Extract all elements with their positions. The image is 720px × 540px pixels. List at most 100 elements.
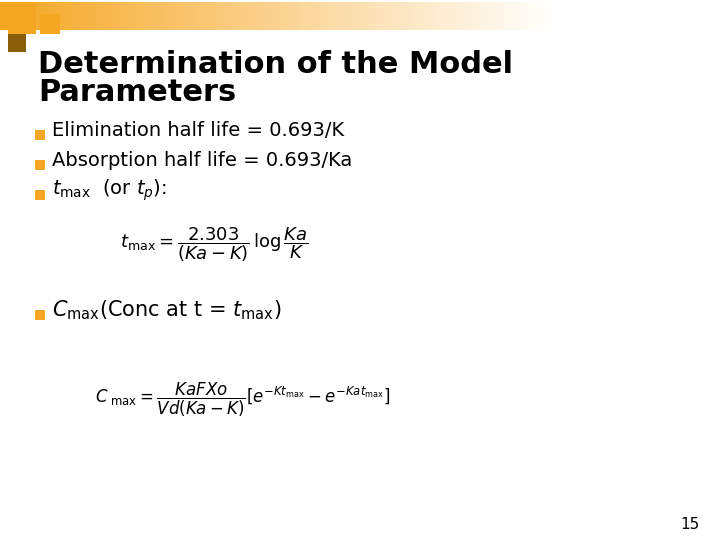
Bar: [137, 2, 141, 30]
Text: Absorption half life = 0.693/Ka: Absorption half life = 0.693/Ka: [52, 151, 352, 170]
Bar: [432, 2, 436, 30]
Bar: [522, 2, 526, 30]
Bar: [418, 2, 422, 30]
Bar: [4, 2, 8, 30]
Bar: [637, 2, 642, 30]
Bar: [263, 2, 267, 30]
Bar: [205, 2, 210, 30]
Bar: [35, 130, 45, 140]
Bar: [223, 2, 228, 30]
Bar: [612, 2, 616, 30]
Text: Determination of the Model: Determination of the Model: [38, 50, 513, 79]
Bar: [616, 2, 620, 30]
Bar: [526, 2, 530, 30]
Bar: [324, 2, 328, 30]
Bar: [382, 2, 386, 30]
Bar: [349, 2, 354, 30]
Text: $C_{\mathrm{\ max}} = \dfrac{KaFXo}{Vd(Ka-K)}\left[e^{-Kt_{\mathrm{max}}} - e^{-: $C_{\mathrm{\ max}} = \dfrac{KaFXo}{Vd(K…: [95, 381, 390, 419]
Bar: [35, 160, 45, 170]
Bar: [648, 2, 652, 30]
Bar: [234, 2, 238, 30]
Bar: [439, 2, 444, 30]
Bar: [673, 2, 678, 30]
Bar: [83, 2, 87, 30]
Bar: [90, 2, 94, 30]
Bar: [414, 2, 418, 30]
Text: $C_{\mathrm{max}}$(Conc at t = $t_{\mathrm{max}}$): $C_{\mathrm{max}}$(Conc at t = $t_{\math…: [52, 298, 282, 322]
Bar: [169, 2, 174, 30]
Bar: [184, 2, 188, 30]
Bar: [328, 2, 332, 30]
Bar: [148, 2, 152, 30]
Bar: [626, 2, 631, 30]
Bar: [421, 2, 426, 30]
Bar: [475, 2, 480, 30]
Bar: [220, 2, 224, 30]
Bar: [7, 2, 12, 30]
Bar: [551, 2, 555, 30]
Bar: [310, 2, 314, 30]
Bar: [162, 2, 166, 30]
Bar: [259, 2, 264, 30]
Bar: [306, 2, 310, 30]
Bar: [619, 2, 624, 30]
Bar: [173, 2, 177, 30]
Bar: [112, 2, 116, 30]
Bar: [94, 2, 98, 30]
Bar: [35, 190, 45, 200]
Bar: [238, 2, 242, 30]
Bar: [68, 2, 73, 30]
Bar: [680, 2, 685, 30]
Bar: [284, 2, 289, 30]
Bar: [572, 2, 577, 30]
Bar: [598, 2, 602, 30]
Bar: [299, 2, 303, 30]
Bar: [601, 2, 606, 30]
Text: 15: 15: [680, 517, 700, 532]
Bar: [385, 2, 390, 30]
Bar: [652, 2, 656, 30]
Bar: [544, 2, 548, 30]
Bar: [533, 2, 537, 30]
Bar: [18, 2, 22, 30]
Bar: [662, 2, 667, 30]
Bar: [511, 2, 516, 30]
Bar: [140, 2, 145, 30]
Bar: [0, 2, 4, 30]
Bar: [277, 2, 282, 30]
Bar: [443, 2, 447, 30]
Bar: [133, 2, 138, 30]
Bar: [644, 2, 649, 30]
Bar: [209, 2, 213, 30]
Bar: [104, 2, 109, 30]
Bar: [364, 2, 368, 30]
Bar: [144, 2, 148, 30]
Bar: [590, 2, 595, 30]
Bar: [454, 2, 458, 30]
Bar: [576, 2, 580, 30]
Bar: [11, 2, 15, 30]
Bar: [702, 2, 706, 30]
Bar: [25, 2, 30, 30]
Bar: [518, 2, 523, 30]
Bar: [43, 2, 48, 30]
Bar: [281, 2, 285, 30]
Bar: [594, 2, 598, 30]
Bar: [713, 2, 717, 30]
Bar: [371, 2, 375, 30]
Bar: [54, 2, 58, 30]
Bar: [583, 2, 588, 30]
Bar: [270, 2, 274, 30]
Bar: [86, 2, 91, 30]
Bar: [115, 2, 120, 30]
Bar: [428, 2, 433, 30]
Bar: [634, 2, 638, 30]
Bar: [706, 2, 710, 30]
Bar: [482, 2, 487, 30]
Bar: [655, 2, 660, 30]
Bar: [252, 2, 256, 30]
Bar: [317, 2, 321, 30]
Bar: [130, 2, 134, 30]
Bar: [302, 2, 307, 30]
Bar: [158, 2, 163, 30]
